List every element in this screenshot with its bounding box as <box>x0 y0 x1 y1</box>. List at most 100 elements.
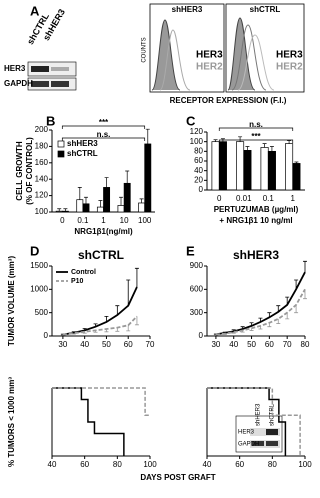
y-tick-label: 0 <box>44 331 49 340</box>
y-tick-label: 1500 <box>30 261 48 270</box>
bar <box>61 210 69 213</box>
bar <box>144 143 152 213</box>
row-label: HER3 <box>238 430 255 436</box>
error-bar <box>145 128 150 144</box>
bar <box>138 202 146 213</box>
chart-title: shCTRL <box>78 248 124 262</box>
bar <box>117 205 125 213</box>
legend-label: P10 <box>71 278 84 285</box>
x-tick-label: 70 <box>146 340 155 349</box>
error-bar <box>245 146 250 151</box>
error-bar <box>125 170 130 184</box>
error-bar <box>134 316 139 326</box>
row-label: HER3 <box>4 64 26 73</box>
bracket <box>218 139 294 143</box>
x-tick-label: 80 <box>301 340 310 349</box>
y-tick-label: 0 <box>199 185 204 194</box>
legend-label: shHER3 <box>67 139 98 148</box>
line <box>62 315 138 336</box>
x-tick-label: 60 <box>265 340 274 349</box>
legend-label: shCTRL <box>67 149 98 158</box>
error-bar <box>126 325 131 332</box>
legend-label: Control <box>71 269 96 276</box>
annotation: *** <box>99 118 109 127</box>
x-tick-label: 40 <box>203 460 212 469</box>
error-bar <box>287 140 292 144</box>
y-axis-label: % TUMORS < 1000 mm³ <box>7 377 16 467</box>
x-tick-label: 60 <box>235 460 244 469</box>
bar <box>82 203 90 213</box>
x-tick-label: 10 <box>120 216 129 225</box>
chart-title: shHER3 <box>233 248 279 262</box>
error-bar <box>213 139 218 142</box>
y-tick-label: 120 <box>35 191 49 200</box>
bar <box>285 143 294 191</box>
y-tick-label: 160 <box>35 158 49 167</box>
error-bar <box>294 161 299 164</box>
y-tick-label: 140 <box>35 174 49 183</box>
blot <box>250 440 280 448</box>
legend-swatch <box>57 150 65 158</box>
bracket <box>61 125 146 129</box>
y-tick-label: 0 <box>199 331 204 340</box>
x-tick-label: 1 <box>291 194 296 203</box>
survival-line <box>52 387 150 416</box>
x-tick-label: 0.1 <box>263 194 275 203</box>
annotation: *** <box>251 132 261 141</box>
error-bar <box>77 187 82 200</box>
bar <box>76 199 84 213</box>
x-tick-label: 50 <box>102 340 111 349</box>
bar <box>243 150 252 191</box>
y-tick-label: 180 <box>35 142 49 151</box>
x-tick-label: 1 <box>101 216 106 225</box>
error-bar <box>262 143 267 148</box>
error-bar <box>57 208 62 212</box>
band <box>31 66 49 72</box>
bar <box>103 187 111 213</box>
x-tick-label: 50 <box>247 340 256 349</box>
panel-label: D <box>30 243 39 258</box>
y-axis-label: CELL GROWTH <box>15 141 24 201</box>
band <box>266 429 278 435</box>
note: + NRG1β1 10 ng/ml <box>219 216 292 225</box>
x-tick-label: 30 <box>58 340 67 349</box>
hist-legend: HER3 <box>276 50 303 61</box>
error-bar <box>134 267 139 287</box>
band <box>266 441 278 446</box>
band <box>51 81 69 87</box>
error-bar <box>98 200 103 208</box>
y-tick-label: 80 <box>194 146 203 155</box>
bar <box>292 163 301 191</box>
hist-xlabel: RECEPTOR EXPRESSION (F.I.) <box>170 96 287 105</box>
hist-legend: HER2 <box>196 62 223 73</box>
legend-swatch <box>57 140 65 148</box>
survival-line <box>52 387 125 456</box>
x-tick-label: 60 <box>80 460 89 469</box>
error-bar <box>63 208 68 212</box>
line <box>62 286 138 336</box>
hist-ylabel: COUNTS <box>142 37 148 62</box>
survival-line <box>207 387 301 456</box>
hist-title: shHER3 <box>172 5 203 14</box>
x-tick-label: 100 <box>143 460 157 469</box>
lane-label: shHER3 <box>256 403 262 426</box>
blot <box>250 428 280 436</box>
histogram-curve <box>159 29 191 91</box>
x-tick-label: 30 <box>211 340 220 349</box>
y-tick-label: 20 <box>194 175 203 184</box>
histogram-curve <box>237 34 275 91</box>
x-tick-label: 0 <box>60 216 65 225</box>
x-tick-label: 40 <box>229 340 238 349</box>
bar <box>267 150 276 191</box>
y-tick-label: 200 <box>35 125 49 134</box>
x-tick-label: 0.01 <box>236 194 252 203</box>
histogram-curve <box>231 24 267 91</box>
x-tick-label: 0 <box>217 194 222 203</box>
y-tick-label: 100 <box>190 137 204 146</box>
error-bar <box>83 196 88 204</box>
bar <box>96 206 104 213</box>
band <box>31 81 49 87</box>
line <box>215 288 306 336</box>
